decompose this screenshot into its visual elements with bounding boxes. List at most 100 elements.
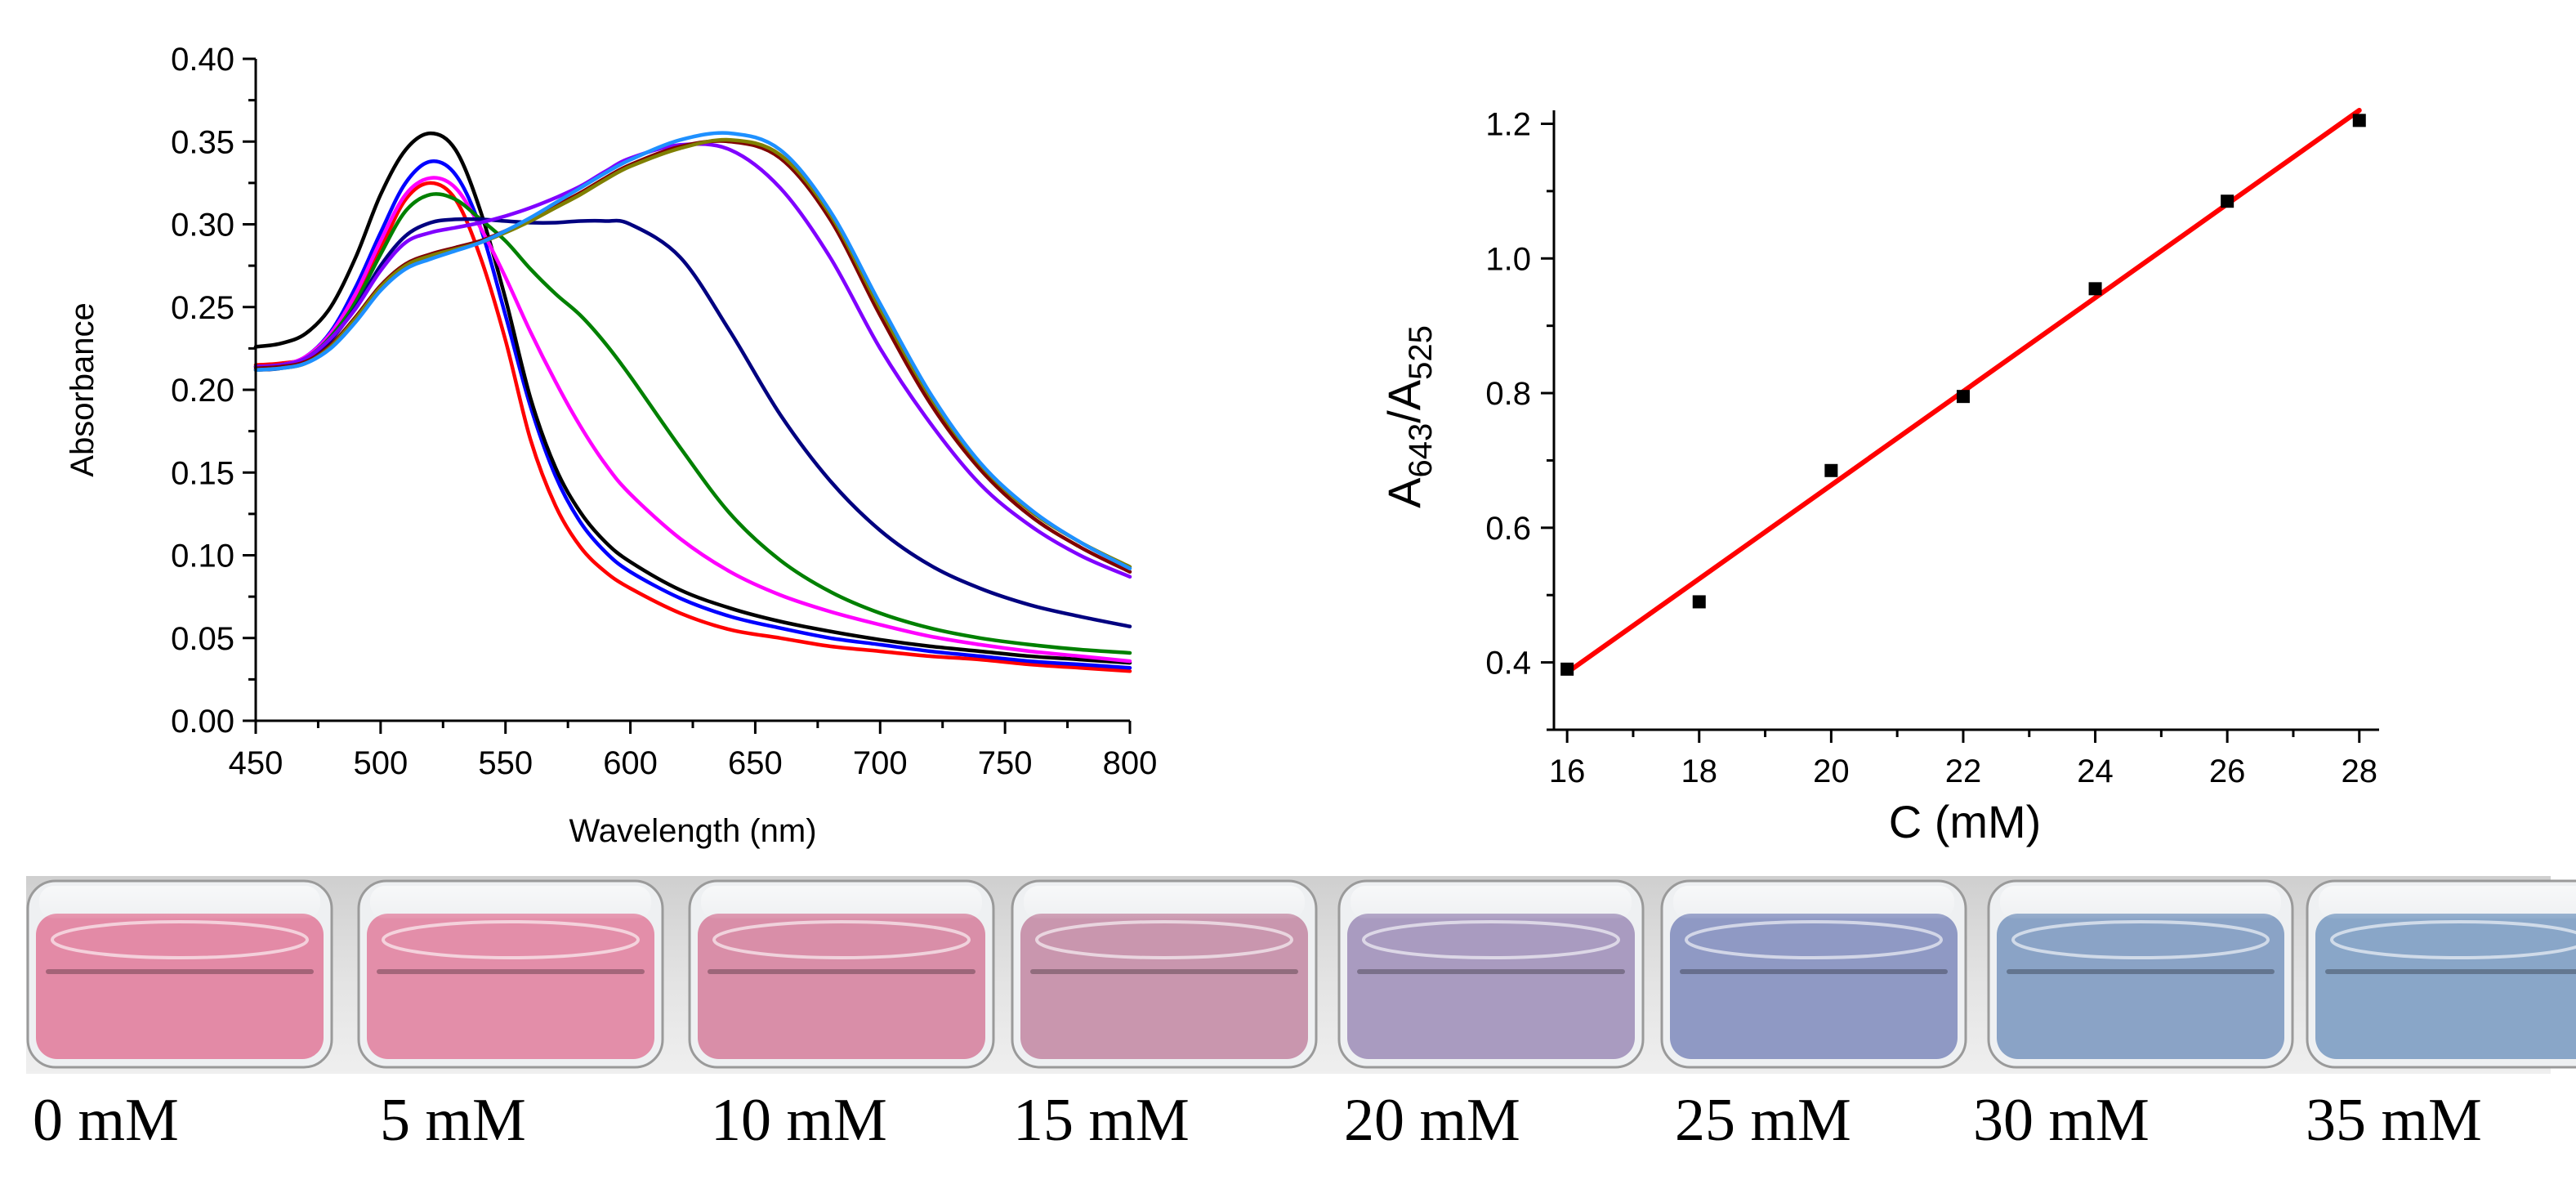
spectrum-line-3 bbox=[253, 176, 1132, 664]
concentration-label-6: 30 mM bbox=[1973, 1087, 2150, 1154]
vial-solution bbox=[698, 914, 985, 1059]
spectra-x-ticks: 450 500 550 600 650 700 750 800 bbox=[229, 721, 1158, 781]
spectra-x-tick-label: 450 bbox=[229, 745, 283, 781]
vial-solution bbox=[367, 914, 654, 1059]
ratio-x-tick-label: 18 bbox=[1681, 753, 1718, 789]
ratio-x-tick-label: 26 bbox=[2209, 753, 2246, 789]
spectra-x-tick-label: 800 bbox=[1103, 745, 1158, 781]
vial-highlight bbox=[701, 886, 982, 919]
vials-photo: 0 mM 5 mM 10 mM 15 mM 20 mM 25 mM 30 mM 35 mM bbox=[26, 876, 2576, 1154]
ratio-data-point bbox=[1824, 463, 1838, 477]
ratio-data-point bbox=[2352, 114, 2366, 127]
spectra-axes bbox=[254, 59, 1130, 722]
spectra-plot-area bbox=[253, 131, 1132, 673]
ratio-y-tick-label: 0.6 bbox=[1485, 511, 1531, 547]
vial-highlight bbox=[39, 886, 320, 919]
concentration-label-2: 10 mM bbox=[711, 1087, 887, 1154]
vial-7 bbox=[2306, 879, 2576, 1069]
spectra-y-tick-label: 0.35 bbox=[171, 124, 234, 160]
concentration-label-7: 35 mM bbox=[2306, 1087, 2482, 1154]
spectra-y-axis-label: Absorbance bbox=[65, 302, 100, 476]
ratio-data-point bbox=[1956, 390, 1970, 404]
vial-meniscus bbox=[2330, 920, 2576, 959]
ratio-x-tick-label: 22 bbox=[1945, 753, 1982, 789]
ratio-y-tick-label: 1.0 bbox=[1485, 241, 1531, 277]
vial-highlight bbox=[1024, 886, 1305, 919]
vial-meniscus bbox=[2011, 920, 2270, 959]
vial-0 bbox=[26, 879, 333, 1069]
concentration-label-5: 25 mM bbox=[1675, 1087, 1851, 1154]
vial-meniscus bbox=[51, 920, 309, 959]
concentration-label-1: 5 mM bbox=[380, 1087, 526, 1154]
ratio-data-point bbox=[1560, 662, 1574, 676]
vial-meniscus bbox=[1362, 920, 1620, 959]
ratio-axes bbox=[1552, 110, 2379, 731]
ratio-y-axis-label: A643/A525 bbox=[1378, 325, 1439, 508]
vial-meniscus bbox=[1035, 920, 1293, 959]
spectrum-line-6 bbox=[253, 141, 1132, 579]
ratio-calibration-chart: 16 18 20 22 24 26 28 0.4 0.6 0.8 1.0 1.2 C (mM) A6… bbox=[1378, 106, 2379, 847]
vial-reflection-line bbox=[708, 969, 975, 974]
vial-solution bbox=[1997, 914, 2284, 1059]
spectra-y-tick-label: 0.40 bbox=[171, 42, 234, 78]
spectrum-line-4 bbox=[253, 192, 1132, 655]
vial-meniscus bbox=[1685, 920, 1943, 959]
vial-1 bbox=[357, 879, 664, 1069]
spectra-x-tick-label: 700 bbox=[853, 745, 908, 781]
vial-meniscus bbox=[382, 920, 640, 959]
vial-solution bbox=[1670, 914, 1958, 1059]
ratio-x-axis-label: C (mM) bbox=[1889, 796, 2042, 847]
spectrum-line-2 bbox=[253, 131, 1132, 665]
spectra-y-ticks: 0.00 0.05 0.10 0.15 0.20 0.25 0.30 0.35 0.40 bbox=[171, 42, 256, 740]
vial-solution bbox=[1347, 914, 1635, 1059]
spectra-y-tick-label: 0.30 bbox=[171, 208, 234, 244]
vial-reflection-line bbox=[2325, 969, 2576, 974]
spectra-x-tick-label: 550 bbox=[478, 745, 533, 781]
ratio-data-point bbox=[1692, 595, 1706, 609]
spectra-x-tick-label: 750 bbox=[978, 745, 1033, 781]
vial-solution bbox=[36, 914, 324, 1059]
vial-highlight bbox=[2319, 886, 2576, 919]
concentration-label-4: 20 mM bbox=[1344, 1087, 1520, 1154]
ratio-y-tick-label: 0.4 bbox=[1485, 646, 1531, 682]
vial-highlight bbox=[2000, 886, 2281, 919]
spectrum-line-1 bbox=[253, 159, 1132, 670]
concentration-labels: 0 mM 5 mM 10 mM 15 mM 20 mM 25 mM 30 mM 35 mM bbox=[33, 1087, 2482, 1154]
vial-6 bbox=[1987, 879, 2294, 1069]
spectra-y-tick-label: 0.15 bbox=[171, 455, 234, 491]
vial-reflection-line bbox=[1680, 969, 1948, 974]
absorbance-spectra-chart: 450 500 550 600 650 700 750 800 0.00 0.05 0.10 0.1… bbox=[65, 42, 1157, 849]
ratio-x-tick-label: 28 bbox=[2342, 753, 2378, 789]
vial-highlight bbox=[370, 886, 651, 919]
vial-reflection-line bbox=[1030, 969, 1298, 974]
ratio-x-tick-label: 24 bbox=[2077, 753, 2114, 789]
vial-solution bbox=[2315, 914, 2576, 1059]
ratio-data-point bbox=[2221, 194, 2234, 208]
spectra-x-tick-label: 500 bbox=[353, 745, 408, 781]
vial-meniscus bbox=[712, 920, 971, 959]
vial-2 bbox=[688, 879, 995, 1069]
vials-group bbox=[26, 879, 2576, 1069]
vial-reflection-line bbox=[2007, 969, 2275, 974]
spectra-y-tick-label: 0.20 bbox=[171, 373, 234, 409]
ratio-data-point bbox=[2088, 282, 2102, 296]
ratio-y-ticks: 0.4 0.6 0.8 1.0 1.2 bbox=[1485, 106, 1554, 731]
ratio-x-tick-label: 20 bbox=[1813, 753, 1850, 789]
concentration-label-0: 0 mM bbox=[33, 1087, 179, 1154]
ratio-y-tick-label: 1.2 bbox=[1485, 106, 1531, 142]
ratio-x-ticks: 16 18 20 22 24 26 28 bbox=[1549, 730, 2377, 789]
spectra-y-tick-label: 0.25 bbox=[171, 290, 234, 326]
spectra-y-tick-label: 0.00 bbox=[171, 704, 234, 740]
ratio-x-tick-label: 16 bbox=[1549, 753, 1586, 789]
vial-reflection-line bbox=[377, 969, 645, 974]
concentration-label-3: 15 mM bbox=[1013, 1087, 1190, 1154]
vial-reflection-line bbox=[1357, 969, 1625, 974]
vial-5 bbox=[1660, 879, 1967, 1069]
spectra-x-tick-label: 650 bbox=[728, 745, 783, 781]
vial-highlight bbox=[1351, 886, 1632, 919]
spectra-y-tick-label: 0.10 bbox=[171, 539, 234, 574]
vial-3 bbox=[1011, 879, 1318, 1069]
ratio-y-tick-label: 0.8 bbox=[1485, 376, 1531, 412]
spectra-x-axis-label: Wavelength (nm) bbox=[569, 813, 816, 849]
